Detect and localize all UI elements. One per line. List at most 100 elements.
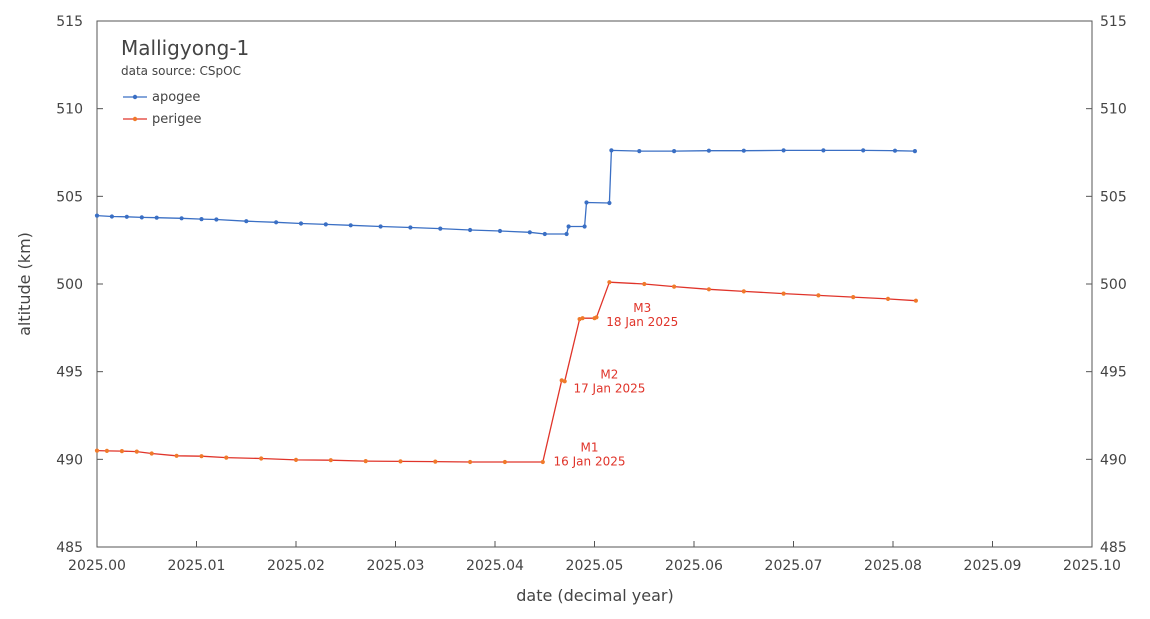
perigee-point-7 — [224, 455, 229, 460]
legend-label-apogee: apogee — [152, 90, 200, 105]
y-tick-label-left-2: 495 — [56, 365, 83, 381]
annotation-M3-label: M3 — [633, 301, 651, 315]
apogee-point-28 — [706, 148, 712, 153]
apogee-point-29 — [741, 148, 746, 153]
x-tick-label-4: 2025.04 — [466, 558, 524, 574]
apogee-point-9 — [274, 220, 279, 225]
perigee-point-12 — [398, 459, 403, 464]
y-tick-label-left-1: 490 — [56, 452, 83, 468]
perigee-point-11 — [363, 459, 368, 464]
apogee-point-32 — [861, 148, 866, 153]
apogee-point-14 — [408, 225, 413, 230]
apogee-point-3 — [139, 215, 144, 220]
apogee-point-1 — [109, 214, 114, 219]
x-tick-label-7: 2025.07 — [765, 558, 823, 574]
legend-marker-apogee — [132, 94, 138, 100]
perigee-point-6 — [199, 454, 204, 459]
apogee-point-6 — [199, 217, 204, 222]
annotation-M2-date: 17 Jan 2025 — [573, 382, 645, 396]
x-tick-label-0: 2025.00 — [68, 558, 126, 574]
perigee-point-1 — [104, 448, 109, 453]
apogee-point-0 — [94, 213, 100, 218]
apogee-point-2 — [124, 214, 129, 219]
perigee-point-20 — [580, 316, 585, 321]
x-tick-label-8: 2025.08 — [864, 558, 922, 574]
perigee-point-32 — [913, 298, 919, 303]
apogee-point-5 — [179, 216, 184, 221]
apogee-point-30 — [781, 148, 786, 153]
annotation-M3: M3 18 Jan 2025 — [606, 301, 678, 329]
y-tick-label-right-0: 485 — [1100, 540, 1127, 556]
y-axis-right-ticks: 485 490 495 500 505 510 515 — [1086, 14, 1127, 556]
apogee-point-7 — [214, 217, 219, 222]
apogee-point-13 — [378, 224, 383, 229]
apogee-point-27 — [672, 149, 677, 154]
perigee-point-23 — [607, 280, 612, 285]
apogee-point-12 — [348, 223, 353, 228]
chart-subtitle: data source: CSpOC — [121, 64, 241, 78]
annotation-M1-date: 16 Jan 2025 — [554, 454, 626, 468]
perigee-point-30 — [851, 295, 856, 300]
legend-marker-perigee — [132, 116, 138, 122]
annotation-M1: M1 16 Jan 2025 — [554, 440, 626, 468]
apogee-point-16 — [468, 227, 473, 233]
apogee-point-8 — [244, 219, 249, 224]
y-tick-label-right-3: 500 — [1100, 277, 1127, 293]
y-tick-label-right-6: 515 — [1100, 14, 1127, 30]
perigee-point-24 — [642, 281, 647, 287]
perigee-point-9 — [293, 457, 299, 462]
apogee-point-15 — [438, 226, 443, 231]
apogee-point-11 — [323, 222, 328, 227]
perigee-point-27 — [741, 289, 746, 294]
annotation-M1-label: M1 — [581, 440, 599, 454]
apogee-point-4 — [154, 215, 159, 220]
apogee-point-34 — [912, 149, 918, 154]
apogee-line — [96, 149, 915, 235]
apogee-point-17 — [497, 228, 503, 234]
perigee-point-29 — [816, 293, 821, 298]
apogee-point-33 — [892, 148, 898, 153]
apogee-point-25 — [609, 148, 614, 153]
perigee-point-8 — [259, 456, 264, 461]
perigee-point-16 — [540, 459, 545, 465]
series-layer — [94, 148, 919, 465]
perigee-point-5 — [174, 453, 179, 458]
perigee-point-28 — [781, 291, 786, 296]
perigee-point-31 — [885, 296, 891, 301]
apogee-point-18 — [527, 230, 532, 235]
perigee-point-14 — [468, 459, 473, 465]
apogee-point-21 — [566, 224, 571, 229]
perigee-point-22 — [594, 315, 599, 320]
x-tick-label-9: 2025.09 — [964, 558, 1022, 574]
x-axis-title: date (decimal year) — [516, 586, 674, 605]
apogee-point-24 — [607, 200, 612, 206]
apogee-point-22 — [582, 224, 587, 229]
apogee-point-23 — [584, 200, 589, 205]
y-tick-label-left-3: 500 — [56, 277, 83, 293]
legend-label-perigee: perigee — [152, 112, 201, 127]
x-tick-label-1: 2025.01 — [168, 558, 226, 574]
perigee-point-18 — [562, 379, 567, 384]
perigee-point-15 — [502, 459, 507, 465]
perigee-point-0 — [94, 448, 100, 453]
y-tick-label-right-5: 510 — [1100, 102, 1127, 118]
y-tick-label-right-1: 490 — [1100, 452, 1127, 468]
y-axis-left-ticks: 485 490 495 500 505 510 515 — [56, 14, 103, 556]
annotation-M2: M2 17 Jan 2025 — [573, 368, 645, 396]
perigee-point-4 — [149, 451, 154, 456]
y-tick-label-right-4: 505 — [1100, 189, 1127, 205]
perigee-point-25 — [672, 284, 677, 289]
legend-entry-apogee: apogee — [123, 90, 200, 105]
chart-title: Malligyong-1 — [121, 36, 249, 60]
x-tick-label-10: 2025.10 — [1063, 558, 1121, 574]
apogee-point-31 — [821, 148, 826, 153]
annotation-M3-date: 18 Jan 2025 — [606, 315, 678, 329]
perigee-point-13 — [433, 459, 438, 464]
x-tick-label-6: 2025.06 — [665, 558, 723, 574]
apogee-point-19 — [542, 231, 547, 237]
perigee-point-26 — [706, 287, 712, 292]
perigee-point-10 — [328, 458, 333, 463]
x-tick-label-5: 2025.05 — [566, 558, 624, 574]
